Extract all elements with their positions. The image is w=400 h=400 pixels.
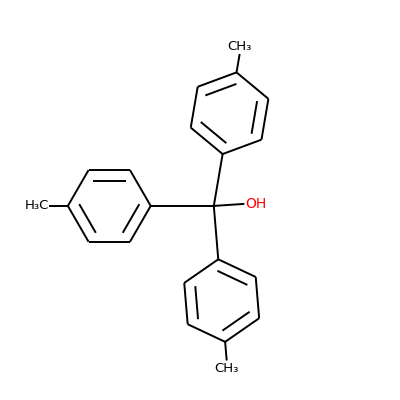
Text: H₃C: H₃C xyxy=(24,200,49,212)
Text: OH: OH xyxy=(245,197,266,211)
Text: CH₃: CH₃ xyxy=(227,40,252,53)
Text: CH₃: CH₃ xyxy=(214,362,239,374)
